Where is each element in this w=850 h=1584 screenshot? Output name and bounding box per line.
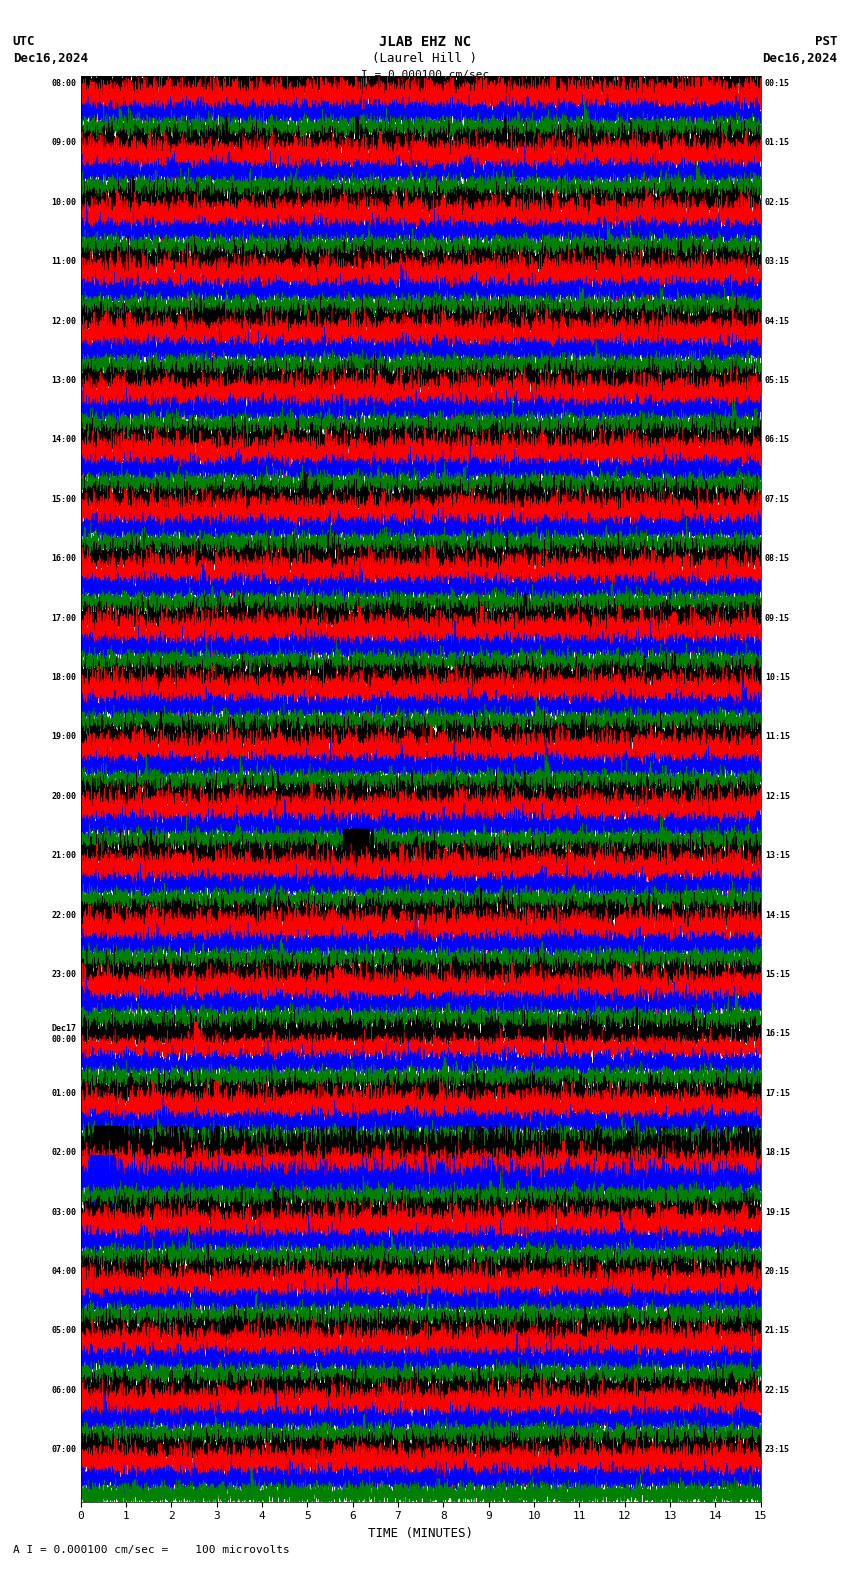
Text: 04:00: 04:00 xyxy=(52,1267,76,1277)
Text: 16:00: 16:00 xyxy=(52,554,76,564)
Text: 20:15: 20:15 xyxy=(765,1267,790,1277)
Text: 12:00: 12:00 xyxy=(52,317,76,326)
Text: 07:15: 07:15 xyxy=(765,494,790,504)
Text: 22:15: 22:15 xyxy=(765,1386,790,1396)
Text: 05:15: 05:15 xyxy=(765,375,790,385)
Text: 00:15: 00:15 xyxy=(765,79,790,89)
Text: 12:15: 12:15 xyxy=(765,792,790,802)
Text: 08:15: 08:15 xyxy=(765,554,790,564)
Text: 21:15: 21:15 xyxy=(765,1326,790,1335)
Text: 09:15: 09:15 xyxy=(765,613,790,623)
Text: UTC: UTC xyxy=(13,35,35,48)
Text: 06:00: 06:00 xyxy=(52,1386,76,1396)
Text: 10:00: 10:00 xyxy=(52,198,76,208)
Text: 21:00: 21:00 xyxy=(52,851,76,860)
Text: 06:15: 06:15 xyxy=(765,436,790,445)
Text: 14:00: 14:00 xyxy=(52,436,76,445)
Text: Dec16,2024: Dec16,2024 xyxy=(13,52,88,65)
Text: 18:00: 18:00 xyxy=(52,673,76,683)
Text: 02:00: 02:00 xyxy=(52,1148,76,1158)
Text: A I = 0.000100 cm/sec =    100 microvolts: A I = 0.000100 cm/sec = 100 microvolts xyxy=(13,1546,290,1555)
Text: 02:15: 02:15 xyxy=(765,198,790,208)
Text: 08:00: 08:00 xyxy=(52,79,76,89)
Text: 10:15: 10:15 xyxy=(765,673,790,683)
Text: (Laurel Hill ): (Laurel Hill ) xyxy=(372,52,478,65)
Text: 11:00: 11:00 xyxy=(52,257,76,266)
Text: 15:15: 15:15 xyxy=(765,969,790,979)
Text: 23:15: 23:15 xyxy=(765,1445,790,1454)
Text: Dec16,2024: Dec16,2024 xyxy=(762,52,837,65)
Text: 16:15: 16:15 xyxy=(765,1030,790,1039)
Text: 09:00: 09:00 xyxy=(52,138,76,147)
Text: PST: PST xyxy=(815,35,837,48)
Text: 17:00: 17:00 xyxy=(52,613,76,623)
Text: Dec17
00:00: Dec17 00:00 xyxy=(52,1025,76,1044)
Text: 20:00: 20:00 xyxy=(52,792,76,802)
Text: 19:15: 19:15 xyxy=(765,1207,790,1217)
Text: 23:00: 23:00 xyxy=(52,969,76,979)
Text: 07:00: 07:00 xyxy=(52,1445,76,1454)
Text: 15:00: 15:00 xyxy=(52,494,76,504)
Text: 13:00: 13:00 xyxy=(52,375,76,385)
Text: 03:00: 03:00 xyxy=(52,1207,76,1217)
Text: 18:15: 18:15 xyxy=(765,1148,790,1158)
Text: 19:00: 19:00 xyxy=(52,732,76,741)
Text: 13:15: 13:15 xyxy=(765,851,790,860)
Text: JLAB EHZ NC: JLAB EHZ NC xyxy=(379,35,471,49)
Text: I = 0.000100 cm/sec: I = 0.000100 cm/sec xyxy=(361,70,489,79)
Text: 03:15: 03:15 xyxy=(765,257,790,266)
X-axis label: TIME (MINUTES): TIME (MINUTES) xyxy=(368,1527,473,1540)
Text: 01:15: 01:15 xyxy=(765,138,790,147)
Text: 05:00: 05:00 xyxy=(52,1326,76,1335)
Text: 11:15: 11:15 xyxy=(765,732,790,741)
Text: 14:15: 14:15 xyxy=(765,911,790,920)
Text: 04:15: 04:15 xyxy=(765,317,790,326)
Text: 01:00: 01:00 xyxy=(52,1088,76,1098)
Text: 17:15: 17:15 xyxy=(765,1088,790,1098)
Text: 22:00: 22:00 xyxy=(52,911,76,920)
